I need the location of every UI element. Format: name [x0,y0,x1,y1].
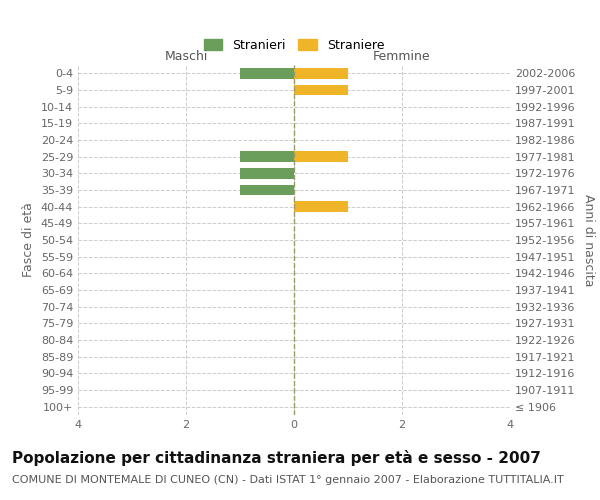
Bar [240,68,294,78]
Bar [294,151,348,162]
Bar [240,151,294,162]
Text: COMUNE DI MONTEMALE DI CUNEO (CN) - Dati ISTAT 1° gennaio 2007 - Elaborazione TU: COMUNE DI MONTEMALE DI CUNEO (CN) - Dati… [12,475,564,485]
Y-axis label: Fasce di età: Fasce di età [22,202,35,278]
Bar [240,168,294,178]
Bar [294,201,348,212]
Y-axis label: Anni di nascita: Anni di nascita [582,194,595,286]
Bar [294,68,348,78]
Text: Femmine: Femmine [373,50,431,62]
Bar [294,84,348,96]
Legend: Stranieri, Straniere: Stranieri, Straniere [203,38,385,52]
Bar [240,184,294,196]
Text: Popolazione per cittadinanza straniera per età e sesso - 2007: Popolazione per cittadinanza straniera p… [12,450,541,466]
Text: Maschi: Maschi [164,50,208,62]
